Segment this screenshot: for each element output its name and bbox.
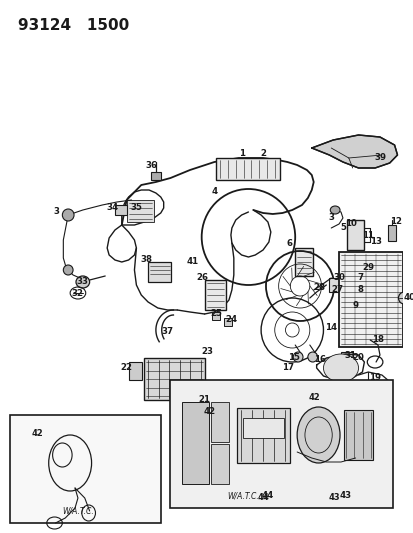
Text: W/A.T.C.: W/A.T.C. xyxy=(227,491,259,500)
Ellipse shape xyxy=(76,276,90,288)
Text: 1: 1 xyxy=(238,149,244,157)
Text: 93124   1500: 93124 1500 xyxy=(17,18,128,33)
Text: 34: 34 xyxy=(106,204,118,213)
Bar xyxy=(148,262,171,282)
Text: 44: 44 xyxy=(261,491,273,500)
Text: 30: 30 xyxy=(332,273,344,282)
Text: 7: 7 xyxy=(356,273,363,282)
Ellipse shape xyxy=(63,265,73,275)
Bar xyxy=(387,225,394,241)
Text: 27: 27 xyxy=(330,286,342,295)
Bar xyxy=(211,402,228,442)
Ellipse shape xyxy=(307,352,317,362)
Text: W/A.T.C.: W/A.T.C. xyxy=(62,506,93,515)
Text: 42: 42 xyxy=(31,429,43,438)
Bar xyxy=(211,444,228,484)
Bar xyxy=(151,172,160,180)
Text: 43: 43 xyxy=(339,491,351,500)
Bar xyxy=(204,280,225,310)
Bar xyxy=(126,200,154,222)
Bar xyxy=(170,380,392,508)
Text: 35: 35 xyxy=(130,204,142,213)
Text: 33: 33 xyxy=(77,277,89,286)
Bar xyxy=(294,248,312,276)
Polygon shape xyxy=(178,400,384,488)
Text: 10: 10 xyxy=(344,220,356,229)
Bar xyxy=(223,318,231,326)
Text: 3: 3 xyxy=(328,214,333,222)
Text: 15: 15 xyxy=(287,353,299,362)
Bar xyxy=(343,410,372,460)
Text: 42: 42 xyxy=(203,408,215,416)
Text: 5: 5 xyxy=(339,223,345,232)
Text: 6: 6 xyxy=(286,238,292,247)
Ellipse shape xyxy=(297,407,339,463)
Bar xyxy=(182,402,209,484)
Text: 43: 43 xyxy=(328,494,339,503)
Text: 12: 12 xyxy=(389,217,401,227)
Bar xyxy=(216,158,279,180)
Text: 9: 9 xyxy=(352,301,358,310)
Bar xyxy=(338,252,402,347)
Text: 11: 11 xyxy=(361,230,373,239)
Ellipse shape xyxy=(398,292,409,304)
Text: 36: 36 xyxy=(145,160,157,169)
Text: 19: 19 xyxy=(368,374,380,383)
Text: 16: 16 xyxy=(313,356,325,365)
Ellipse shape xyxy=(292,352,302,362)
Ellipse shape xyxy=(62,209,74,221)
Bar xyxy=(128,362,142,380)
Text: 40: 40 xyxy=(402,294,413,303)
Text: 8: 8 xyxy=(356,286,363,295)
Text: 22: 22 xyxy=(120,364,132,373)
Bar xyxy=(340,352,352,360)
Bar xyxy=(236,408,290,463)
Text: 28: 28 xyxy=(313,284,325,293)
Polygon shape xyxy=(311,135,396,168)
Text: 37: 37 xyxy=(161,327,173,336)
Text: 31: 31 xyxy=(344,351,356,359)
Text: 24: 24 xyxy=(225,316,237,325)
Bar xyxy=(242,418,283,438)
Bar xyxy=(346,220,363,250)
Text: 14: 14 xyxy=(324,324,337,333)
Bar xyxy=(144,358,204,400)
Text: 41: 41 xyxy=(186,257,199,266)
Text: 20: 20 xyxy=(352,353,363,362)
Text: 2: 2 xyxy=(259,149,266,157)
Text: 21: 21 xyxy=(198,395,210,405)
Ellipse shape xyxy=(330,206,339,214)
Text: 18: 18 xyxy=(371,335,383,344)
Text: 29: 29 xyxy=(361,263,373,272)
Text: 4: 4 xyxy=(211,188,217,197)
Text: 42: 42 xyxy=(308,393,320,402)
Text: 32: 32 xyxy=(71,288,83,297)
Bar xyxy=(10,415,160,523)
Text: 23: 23 xyxy=(201,348,213,357)
Text: 13: 13 xyxy=(369,238,381,246)
Text: 25: 25 xyxy=(210,309,222,318)
Text: 17: 17 xyxy=(282,362,294,372)
Text: 39: 39 xyxy=(373,154,385,163)
Ellipse shape xyxy=(323,354,358,382)
Text: 38: 38 xyxy=(140,255,152,264)
Text: 26: 26 xyxy=(196,273,208,282)
Bar xyxy=(328,278,344,292)
Text: 44: 44 xyxy=(256,494,268,503)
Bar xyxy=(212,312,220,320)
Text: 3: 3 xyxy=(53,207,59,216)
Bar xyxy=(115,205,126,215)
